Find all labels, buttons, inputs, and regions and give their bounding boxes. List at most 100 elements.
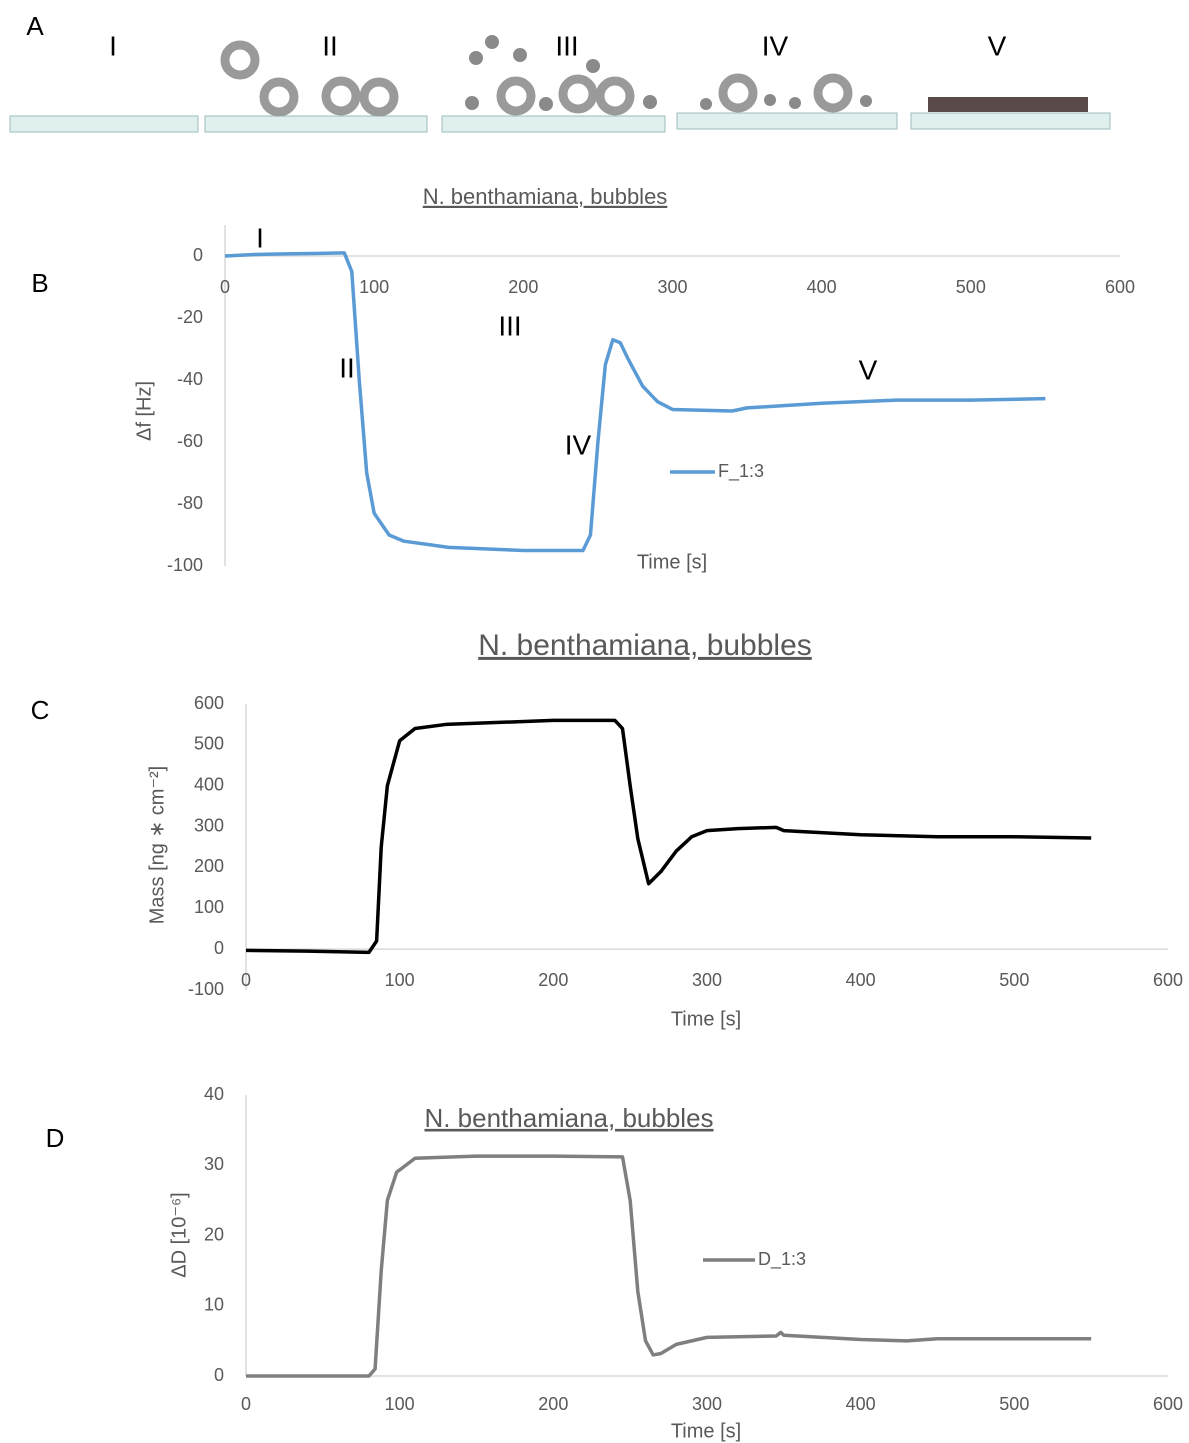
substrate [910, 112, 1111, 130]
vesicle [359, 77, 399, 117]
substrates [9, 112, 1111, 133]
data-line [245, 718, 1092, 955]
y-tick-label: 100 [194, 897, 224, 917]
y-tick-label: -60 [177, 431, 203, 451]
x-tick-label: 200 [538, 1394, 568, 1414]
protein [764, 94, 776, 106]
vesicle [558, 74, 598, 114]
x-tick-label: 0 [241, 970, 251, 990]
y-tick-label: -80 [177, 493, 203, 513]
x-tick-label: 300 [692, 970, 722, 990]
x-tick-label: 500 [956, 277, 986, 297]
chart-title: N. benthamiana, bubbles [424, 1103, 713, 1133]
protein [513, 48, 527, 62]
chart: N. benthamiana, bubbles B Time [s] Δf [Hz] I… [31, 184, 1135, 575]
x-tick-label: 100 [385, 970, 415, 990]
x-axis-title: Time [s] [671, 1008, 741, 1030]
y-tick-label: 200 [194, 856, 224, 876]
x-tick-label: 200 [508, 277, 538, 297]
annotation: III [498, 310, 521, 341]
y-tick-label: 40 [204, 1084, 224, 1104]
protein [465, 96, 479, 110]
y-tick-label: 0 [214, 938, 224, 958]
y-tick-label: 10 [204, 1295, 224, 1315]
substrate [441, 115, 666, 133]
y-tick-label: -20 [177, 307, 203, 327]
x-axis-title: Time [s] [637, 551, 707, 573]
x-tick-label: 300 [692, 1394, 722, 1414]
protein [643, 95, 657, 109]
stage-label: V [988, 30, 1007, 61]
x-tick-label: 200 [538, 970, 568, 990]
vesicle [496, 76, 536, 116]
vesicle [718, 73, 758, 113]
legend-label: F_1:3 [718, 461, 764, 482]
stage-label: III [555, 30, 578, 61]
protein [539, 97, 553, 111]
panel-a: A I II III IV V [9, 11, 1111, 133]
x-tick-label: 500 [999, 1394, 1029, 1414]
protein-layer [928, 97, 1088, 112]
stage-label: II [322, 30, 338, 61]
x-tick-label: 600 [1153, 1394, 1183, 1414]
y-tick-label: 300 [194, 815, 224, 835]
x-axis-title: Time [s] [671, 1420, 741, 1442]
x-tick-label: 400 [846, 970, 876, 990]
protein [586, 59, 600, 73]
data-line [246, 1154, 1092, 1378]
panel-label: A [26, 11, 44, 41]
chart-title: N. benthamiana, bubbles [478, 629, 812, 662]
x-tick-label: 300 [657, 277, 687, 297]
annotation: I [256, 222, 264, 253]
chart: N. benthamiana, bubbles D Time [s] ΔD [10⁻⁶… [46, 1084, 1183, 1443]
protein [700, 98, 712, 110]
y-tick-label: 0 [214, 1365, 224, 1385]
y-tick-label: 500 [194, 734, 224, 754]
substrate [676, 112, 898, 130]
y-tick-label: 30 [204, 1154, 224, 1174]
y-tick-label: -40 [177, 369, 203, 389]
x-tick-label: 500 [999, 970, 1029, 990]
vesicle [259, 77, 299, 117]
annotation: II [339, 352, 355, 383]
x-tick-label: 100 [385, 1394, 415, 1414]
x-tick-label: 0 [241, 1394, 251, 1414]
y-axis-title: Δf [Hz] [133, 381, 155, 441]
y-tick-label: -100 [167, 555, 203, 575]
vesicle [813, 73, 853, 113]
chart-title: N. benthamiana, bubbles [423, 184, 668, 209]
y-tick-label: -100 [188, 979, 224, 999]
x-tick-label: 600 [1105, 277, 1135, 297]
y-tick-label: 0 [193, 245, 203, 265]
vesicle [321, 76, 361, 116]
proteins [465, 35, 872, 111]
stage-label: IV [762, 30, 789, 61]
stage-label: I [109, 30, 117, 61]
legend-label: D_1:3 [758, 1249, 806, 1270]
x-tick-label: 100 [359, 277, 389, 297]
substrate [9, 115, 199, 133]
y-tick-label: 20 [204, 1224, 224, 1244]
protein [469, 51, 483, 65]
chart: N. benthamiana, bubbles C Time [s] Mass [ng… [31, 629, 1183, 1030]
annotation: V [859, 354, 878, 385]
x-tick-label: 600 [1153, 970, 1183, 990]
protein [789, 97, 801, 109]
panel-label: B [31, 268, 48, 298]
substrate [204, 115, 428, 133]
annotation: IV [565, 429, 592, 460]
panel-label: C [31, 695, 50, 725]
protein [860, 95, 872, 107]
panel-label: D [46, 1123, 65, 1153]
x-tick-label: 400 [807, 277, 837, 297]
x-tick-label: 0 [220, 277, 230, 297]
data-line [224, 251, 1046, 553]
y-axis-title: ΔD [10⁻⁶] [168, 1192, 190, 1278]
y-tick-label: 400 [194, 774, 224, 794]
y-tick-label: 600 [194, 693, 224, 713]
protein [485, 35, 499, 49]
vesicle [595, 76, 635, 116]
vesicle [220, 40, 260, 80]
y-axis-title: Mass [ng ∗ cm⁻²] [146, 766, 168, 924]
